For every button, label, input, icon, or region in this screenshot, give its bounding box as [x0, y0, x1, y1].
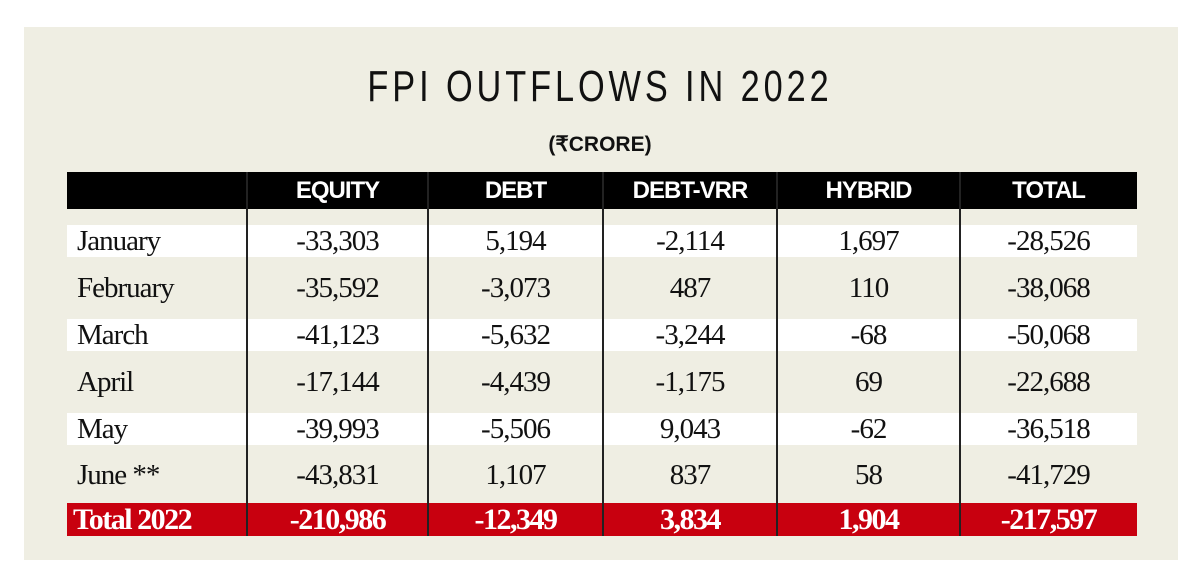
column-header: HYBRID	[825, 177, 912, 204]
column-header: TOTAL	[1012, 177, 1086, 204]
table-cell: -68	[850, 319, 888, 351]
row-label: June **	[77, 459, 160, 491]
table-cell: -28,526	[1007, 225, 1090, 257]
column-divider	[427, 172, 429, 536]
total-cell: -217,597	[1000, 503, 1098, 536]
chart-subtitle: (₹CRORE)	[548, 133, 652, 156]
table-cell: -2,114	[656, 225, 725, 257]
infographic-panel	[24, 27, 1178, 560]
table-cell: 9,043	[659, 413, 721, 445]
table-cell: -36,518	[1007, 413, 1090, 445]
table-cell: -50,068	[1007, 319, 1090, 351]
table-cell: 837	[669, 459, 712, 491]
total-row-label: Total 2022	[73, 503, 193, 536]
table-cell: 487	[669, 272, 712, 304]
total-cell: 3,834	[660, 503, 722, 536]
column-header	[67, 172, 247, 209]
table-cell: -43,831	[296, 459, 379, 491]
column-divider	[246, 172, 248, 536]
row-label: February	[77, 272, 175, 304]
table-cell: -17,144	[296, 366, 379, 398]
table-cell: 5,194	[485, 225, 546, 257]
table-cell: -5,506	[481, 413, 551, 445]
table-cell: -4,439	[481, 366, 551, 398]
row-label: April	[77, 366, 134, 398]
table-row: February -35,592 -3,073 487 110 -38,068	[67, 272, 1137, 304]
chart-title: FPI OUTFLOWS IN 2022	[367, 62, 833, 111]
total-cell: -210,986	[289, 503, 387, 536]
table-cell: 110	[848, 272, 889, 304]
table-cell: -1,175	[655, 366, 726, 398]
table-cell: -3,073	[481, 272, 551, 304]
table-cell: -39,993	[296, 413, 379, 445]
table-cell: 1,697	[838, 225, 899, 257]
total-cell: 1,904	[838, 503, 901, 536]
table-row: April -17,144 -4,439 -1,175 69 -22,688	[67, 366, 1137, 398]
column-header: DEBT	[484, 177, 547, 204]
row-label: January	[77, 225, 161, 257]
table-row: June ** -43,831 1,107 837 58 -41,729	[67, 459, 1137, 491]
table-cell: -22,688	[1007, 366, 1090, 398]
table-cell: 69	[855, 366, 883, 398]
column-divider	[959, 172, 961, 536]
row-label: March	[77, 319, 149, 351]
table-cell: 1,107	[485, 459, 546, 491]
table-cell: -38,068	[1007, 272, 1090, 304]
table-cell: -41,123	[296, 319, 379, 351]
column-divider	[602, 172, 604, 536]
row-label: May	[77, 413, 128, 445]
column-header: DEBT-VRR	[632, 177, 749, 204]
table-cell: 58	[855, 459, 883, 491]
table-cell: -3,244	[655, 319, 726, 351]
table-cell: -5,632	[481, 319, 551, 351]
column-divider	[776, 172, 778, 536]
table-cell: -62	[850, 413, 888, 445]
table-cell: -35,592	[296, 272, 379, 304]
total-cell: -12,349	[474, 503, 559, 536]
column-header: EQUITY	[295, 177, 380, 204]
table-cell: -33,303	[296, 225, 379, 257]
table-cell: -41,729	[1007, 459, 1090, 491]
